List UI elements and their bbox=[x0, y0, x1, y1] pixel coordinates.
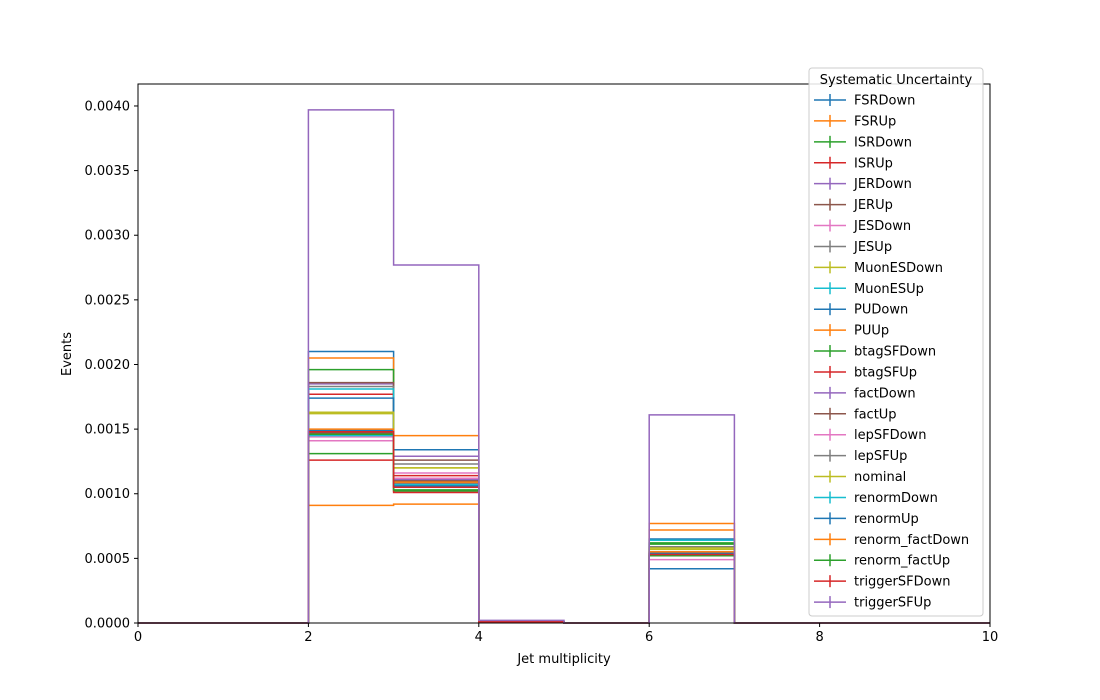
legend-item: btagSFUp bbox=[814, 365, 917, 380]
y-tick-label: 0.0000 bbox=[85, 617, 131, 632]
legend-label: JERDown bbox=[853, 177, 912, 192]
x-tick-label: 10 bbox=[982, 630, 999, 645]
legend-label: btagSFUp bbox=[854, 365, 917, 380]
legend-label: PUDown bbox=[854, 303, 908, 318]
legend-item: JESUp bbox=[814, 240, 892, 255]
legend-label: PUUp bbox=[854, 324, 889, 339]
legend-label: factUp bbox=[854, 407, 897, 422]
legend-item: btagSFDown bbox=[814, 345, 936, 360]
legend-label: lepSFDown bbox=[854, 428, 926, 443]
legend-label: MuonESUp bbox=[854, 282, 924, 297]
y-tick-label: 0.0020 bbox=[85, 358, 131, 373]
legend-label: renorm_factDown bbox=[854, 533, 969, 548]
x-tick-label: 2 bbox=[304, 630, 312, 645]
legend-label: ISRUp bbox=[854, 156, 893, 171]
legend-item: FSRUp bbox=[814, 114, 896, 129]
x-tick-label: 4 bbox=[475, 630, 483, 645]
legend-item: PUDown bbox=[814, 303, 908, 318]
y-tick-label: 0.0010 bbox=[85, 487, 131, 502]
y-tick-label: 0.0015 bbox=[85, 423, 131, 438]
legend-item: triggerSFDown bbox=[814, 575, 950, 590]
y-tick-label: 0.0005 bbox=[85, 552, 131, 567]
legend-label: factDown bbox=[854, 386, 916, 401]
legend-title: Systematic Uncertainty bbox=[820, 73, 973, 88]
legend-label: nominal bbox=[854, 470, 906, 485]
y-axis-ticks: 0.0000 0.0005 0.0010 0.0015 0.0020 0.0025 0.00… bbox=[85, 99, 138, 632]
legend-item: renormDown bbox=[814, 491, 938, 506]
legend-label: FSRDown bbox=[854, 94, 915, 109]
legend-item: renormUp bbox=[814, 512, 919, 527]
legend-label: renorm_factUp bbox=[854, 554, 950, 569]
legend-label: JERUp bbox=[853, 198, 893, 213]
x-axis-label: Jet multiplicity bbox=[516, 652, 611, 667]
legend-label: lepSFUp bbox=[854, 449, 907, 464]
legend-item: JERUp bbox=[814, 198, 893, 213]
legend-item: MuonESDown bbox=[814, 261, 943, 276]
legend-label: triggerSFDown bbox=[854, 575, 950, 590]
legend-item: ISRUp bbox=[814, 156, 893, 171]
legend-item: FSRDown bbox=[814, 94, 915, 109]
legend-label: ISRDown bbox=[854, 135, 912, 150]
x-axis-ticks: 0 2 4 6 8 10 bbox=[134, 623, 998, 645]
legend-label: JESUp bbox=[853, 240, 892, 255]
legend-item: renorm_factDown bbox=[814, 533, 969, 548]
y-tick-label: 0.0035 bbox=[85, 164, 131, 179]
legend-label: btagSFDown bbox=[854, 345, 936, 360]
legend: Systematic Uncertainty FSRDown FSRUp ISRDo… bbox=[808, 67, 984, 617]
legend-label: JESDown bbox=[853, 219, 911, 234]
legend-item: factUp bbox=[814, 407, 897, 422]
x-tick-label: 0 bbox=[134, 630, 142, 645]
legend-label: renormDown bbox=[854, 491, 938, 506]
legend-item: factDown bbox=[814, 386, 916, 401]
legend-box bbox=[808, 67, 984, 617]
legend-item: ISRDown bbox=[814, 135, 912, 150]
legend-item: lepSFUp bbox=[814, 449, 907, 464]
legend-item: JESDown bbox=[814, 219, 911, 234]
plot-frame bbox=[137, 83, 991, 624]
x-tick-label: 6 bbox=[645, 630, 653, 645]
y-axis-label: Events bbox=[60, 332, 75, 376]
legend-item: lepSFDown bbox=[814, 428, 926, 443]
legend-item: triggerSFUp bbox=[814, 596, 931, 611]
legend-item: PUUp bbox=[814, 324, 889, 339]
y-tick-label: 0.0040 bbox=[85, 99, 131, 114]
x-tick-label: 8 bbox=[815, 630, 823, 645]
legend-item: renorm_factUp bbox=[814, 554, 950, 569]
legend-label: triggerSFUp bbox=[854, 596, 931, 611]
legend-label: renormUp bbox=[854, 512, 919, 527]
legend-item: JERDown bbox=[814, 177, 912, 192]
y-tick-label: 0.0025 bbox=[85, 293, 131, 308]
legend-item: nominal bbox=[814, 470, 906, 485]
legend-label: FSRUp bbox=[854, 114, 896, 129]
y-tick-label: 0.0030 bbox=[85, 229, 131, 244]
legend-items: FSRDown FSRUp ISRDown ISRUp JERDown JERUp JESD… bbox=[814, 94, 969, 611]
legend-label: MuonESDown bbox=[854, 261, 943, 276]
legend-item: MuonESUp bbox=[814, 282, 924, 297]
